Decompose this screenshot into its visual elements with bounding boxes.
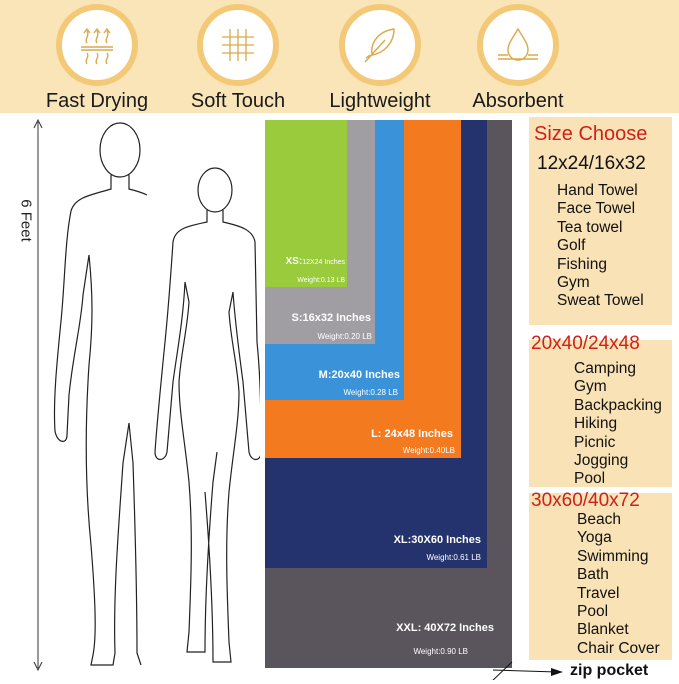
group-header: 20x40/24x48 <box>531 333 640 354</box>
heat-waves-icon <box>81 27 113 65</box>
use-item: Hiking <box>574 415 618 433</box>
feature-label: Fast Drying <box>45 90 149 112</box>
feature-label: Lightweight <box>329 90 431 112</box>
human-silhouettes <box>53 122 260 666</box>
feature-label: Absorbent <box>472 90 564 112</box>
use-item: Tea towel <box>557 218 623 236</box>
use-item: Picnic <box>574 433 616 451</box>
size-label: M:20x40 Inches <box>318 369 400 381</box>
size-label: L: 24x48 Inches <box>371 428 453 440</box>
use-item: Hand Towel <box>557 182 638 199</box>
height-arrow <box>33 118 43 672</box>
use-item: Chair Cover <box>577 639 660 657</box>
use-item: Pool <box>574 470 606 488</box>
size-group-medium <box>529 340 672 487</box>
zip-pocket-pointer <box>492 661 563 680</box>
zip-pocket-label: zip pocket <box>570 662 649 679</box>
size-label: S:16x32 Inches <box>291 312 372 324</box>
size-group-small <box>529 117 672 325</box>
use-item: Travel <box>577 584 620 602</box>
feature-lightweight: Lightweight <box>310 4 450 113</box>
feature-fast-drying: Fast Drying <box>27 4 167 113</box>
group-header: 12x24/16x32 <box>537 153 646 174</box>
use-item: Swimming <box>577 547 649 565</box>
use-item: Bath <box>577 566 609 584</box>
use-list: Hand Towel Face Towel Tea towel Golf Fishing… <box>557 182 644 311</box>
use-item: Golf <box>557 237 586 255</box>
size-label: XXL: 40X72 Inches <box>396 622 494 634</box>
weight-label: Weight:0.20 LB <box>317 332 372 341</box>
use-item: Face Towel <box>557 200 636 218</box>
weight-label: Weight:0.61 LB <box>426 553 481 562</box>
group-header: 30x60/40x72 <box>531 490 640 511</box>
feature-absorbent: Absorbent <box>448 4 588 113</box>
female-silhouette <box>154 167 260 663</box>
woven-fabric-icon <box>222 29 254 61</box>
water-drop-icon <box>498 27 538 61</box>
use-list: Beach Yoga Swimming Bath Travel Pool Blanket Ch… <box>577 511 660 658</box>
use-item: Sweat Towel <box>557 292 644 310</box>
weight-label: Weight:0.90 LB <box>413 647 468 656</box>
use-item: Pool <box>577 603 609 621</box>
height-label: 6 Feet <box>17 199 35 242</box>
use-item: Yoga <box>577 529 612 547</box>
use-item: Beach <box>577 511 621 528</box>
features-band: Fast Drying Soft Touch Lightweight Absor… <box>0 0 679 113</box>
size-label: 12X24 Inches <box>302 259 345 266</box>
feature-soft-touch: Soft Touch <box>168 4 308 113</box>
use-item: Blanket <box>577 621 629 639</box>
use-item: Fishing <box>557 255 607 273</box>
use-list: Camping Gym Backpacking Hiking Picnic Jogging… <box>574 360 662 489</box>
use-item: Gym <box>574 378 607 396</box>
male-silhouette <box>53 122 148 666</box>
weight-label: Weight:0.13 LB <box>297 277 345 284</box>
weight-label: Weight:0.40LB <box>402 446 455 455</box>
size-group-large <box>529 493 672 660</box>
use-item: Jogging <box>574 452 629 470</box>
towel-xs: XS:12X24 Inches Weight:0.13 LB <box>265 120 347 287</box>
size-panel-title: Size Choose <box>534 123 648 145</box>
use-item: Gym <box>557 274 590 292</box>
size-label: XL:30X60 Inches <box>393 534 481 546</box>
use-item: Backpacking <box>574 396 662 414</box>
use-item: Camping <box>574 360 637 377</box>
feature-label: Soft Touch <box>190 90 286 112</box>
size-prefix: XS: <box>285 256 303 267</box>
weight-label: Weight:0.28 LB <box>343 388 398 397</box>
feather-icon <box>364 28 395 63</box>
